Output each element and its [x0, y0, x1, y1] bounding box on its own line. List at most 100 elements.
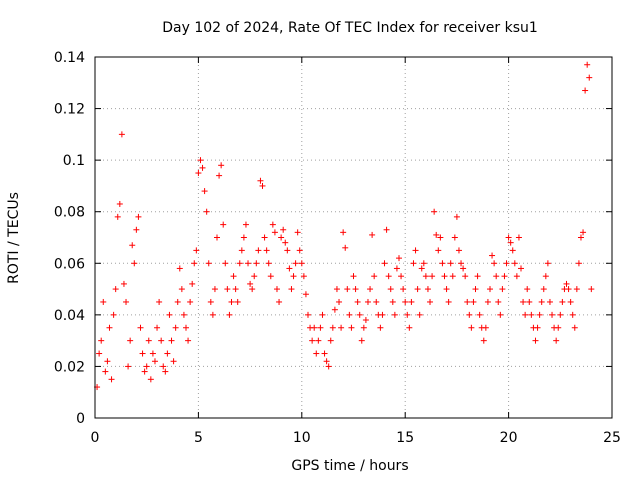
data-point — [379, 311, 386, 318]
y-tick-label: 0 — [76, 411, 85, 427]
data-point — [182, 324, 189, 331]
data-point — [501, 273, 508, 280]
data-point — [336, 298, 343, 305]
data-point — [158, 337, 165, 344]
data-point — [480, 337, 487, 344]
data-point — [131, 260, 138, 267]
data-point — [311, 324, 318, 331]
data-point — [193, 247, 200, 254]
data-point — [255, 247, 262, 254]
data-point — [557, 311, 564, 318]
data-point — [381, 260, 388, 267]
data-point — [540, 286, 547, 293]
y-tick-label: 0.08 — [54, 205, 85, 221]
data-point — [402, 298, 409, 305]
data-point — [429, 273, 436, 280]
data-point — [265, 260, 272, 267]
data-point — [257, 177, 264, 184]
data-point — [577, 234, 584, 241]
data-point — [261, 234, 268, 241]
data-point — [472, 286, 479, 293]
data-point — [491, 260, 498, 267]
data-point — [199, 164, 206, 171]
data-point — [280, 226, 287, 233]
data-point — [373, 298, 380, 305]
data-point — [437, 234, 444, 241]
data-point — [406, 324, 413, 331]
data-point — [180, 311, 187, 318]
data-point — [424, 286, 431, 293]
data-point — [133, 226, 140, 233]
data-point — [166, 311, 173, 318]
data-point — [317, 324, 324, 331]
data-point — [418, 265, 425, 272]
data-point — [435, 247, 442, 254]
data-point — [451, 234, 458, 241]
data-point — [249, 286, 256, 293]
data-point — [321, 350, 328, 357]
data-point — [151, 358, 158, 365]
data-point — [377, 324, 384, 331]
data-point — [118, 131, 125, 138]
data-point — [522, 311, 529, 318]
x-tick-label: 5 — [194, 430, 203, 446]
data-point — [387, 286, 394, 293]
data-point — [400, 286, 407, 293]
x-tick-label: 0 — [91, 430, 100, 446]
y-tick-label: 0.12 — [54, 102, 85, 118]
data-point — [226, 311, 233, 318]
data-point — [565, 286, 572, 293]
data-point — [445, 298, 452, 305]
data-point — [309, 337, 316, 344]
data-point — [524, 286, 531, 293]
data-point — [360, 324, 367, 331]
data-point — [544, 260, 551, 267]
data-point — [203, 208, 210, 215]
data-point — [245, 260, 252, 267]
data-point — [242, 221, 249, 228]
data-point — [164, 350, 171, 357]
data-point — [323, 358, 330, 365]
x-tick-label: 10 — [293, 430, 311, 446]
data-point — [108, 376, 115, 383]
data-point — [369, 231, 376, 238]
data-point — [269, 221, 276, 228]
data-point — [267, 273, 274, 280]
data-point — [495, 298, 502, 305]
data-point — [102, 368, 109, 375]
data-point — [453, 213, 460, 220]
data-point — [493, 273, 500, 280]
data-point — [555, 324, 562, 331]
data-point — [209, 311, 216, 318]
data-point — [549, 311, 556, 318]
data-point — [185, 337, 192, 344]
plot-frame — [94, 56, 613, 419]
data-point — [313, 350, 320, 357]
data-point — [100, 298, 107, 305]
data-point — [499, 286, 506, 293]
data-point — [214, 234, 221, 241]
data-point — [168, 337, 175, 344]
data-point — [170, 358, 177, 365]
data-point — [276, 298, 283, 305]
data-point — [149, 350, 156, 357]
data-point — [534, 324, 541, 331]
data-point — [197, 157, 204, 164]
data-point — [116, 200, 123, 207]
data-point — [238, 247, 245, 254]
data-point — [518, 265, 525, 272]
data-point — [476, 311, 483, 318]
data-point — [222, 260, 229, 267]
data-point — [468, 324, 475, 331]
data-point — [207, 298, 214, 305]
data-point — [443, 286, 450, 293]
data-point — [284, 247, 291, 254]
data-point — [526, 298, 533, 305]
data-point — [515, 234, 522, 241]
data-point — [139, 350, 146, 357]
data-point — [466, 311, 473, 318]
data-point — [412, 247, 419, 254]
data-point — [484, 298, 491, 305]
y-tick-label: 0.02 — [54, 359, 85, 375]
data-point — [154, 324, 161, 331]
